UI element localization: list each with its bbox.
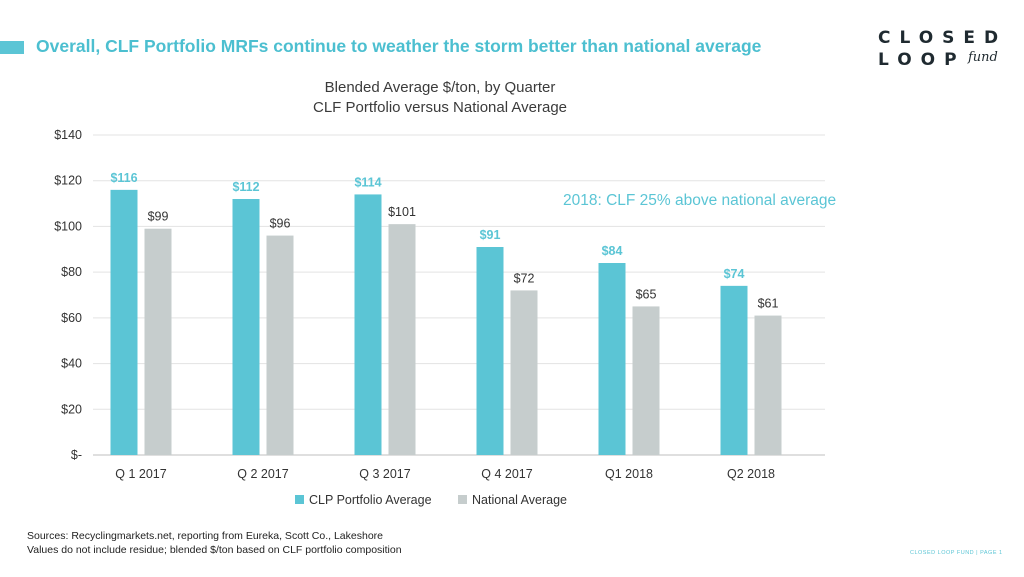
clp-data-label: $91 bbox=[480, 228, 501, 242]
y-tick-label: $140 bbox=[54, 128, 82, 142]
x-tick-label: Q 4 2017 bbox=[481, 467, 532, 481]
page-footer: CLOSED LOOP FUND | PAGE 1 bbox=[910, 550, 1003, 556]
national-bar bbox=[266, 235, 294, 455]
legend-swatch-clp bbox=[295, 495, 304, 504]
clp-data-label: $112 bbox=[232, 180, 259, 194]
logo-fund-text: fund bbox=[968, 50, 998, 65]
x-tick-label: Q 1 2017 bbox=[115, 467, 166, 481]
clp-data-label: $114 bbox=[354, 175, 381, 189]
national-bar bbox=[754, 315, 782, 455]
national-data-label: $65 bbox=[636, 287, 657, 301]
clp-bar bbox=[232, 199, 260, 455]
footnote-sources: Sources: Recyclingmarkets.net, reporting… bbox=[27, 530, 383, 542]
clp-data-label: $84 bbox=[602, 244, 623, 258]
y-tick-label: $80 bbox=[61, 265, 82, 279]
logo-row-1: CLOSED bbox=[878, 28, 1008, 48]
legend-label-national: National Average bbox=[472, 493, 567, 507]
accent-bar bbox=[0, 41, 24, 54]
clp-bar bbox=[720, 285, 748, 455]
y-tick-label: $- bbox=[71, 448, 82, 462]
legend-label-clp: CLP Portfolio Average bbox=[309, 493, 432, 507]
national-data-label: $72 bbox=[514, 271, 535, 285]
clp-data-label: $116 bbox=[110, 171, 137, 185]
national-bar bbox=[144, 228, 172, 455]
clp-bar bbox=[110, 189, 138, 455]
y-tick-label: $120 bbox=[54, 174, 82, 188]
clp-bar bbox=[598, 263, 626, 455]
clp-data-label: $74 bbox=[724, 267, 745, 281]
x-tick-label: Q1 2018 bbox=[605, 467, 653, 481]
national-bar bbox=[632, 306, 660, 455]
national-data-label: $101 bbox=[388, 205, 416, 219]
chart-title: Blended Average $/ton, by Quarter bbox=[324, 79, 556, 96]
y-tick-label: $60 bbox=[61, 311, 82, 325]
y-tick-label: $20 bbox=[61, 402, 82, 416]
logo-row-2: LOOP bbox=[878, 50, 966, 70]
y-tick-label: $40 bbox=[61, 357, 82, 371]
bar-chart: $- $20 $40 $60 $80 $100 $120 $140 $116 $99 Q 1 201… bbox=[54, 128, 836, 507]
page-headline: Overall, CLF Portfolio MRFs continue to … bbox=[36, 36, 762, 56]
national-data-label: $61 bbox=[758, 297, 779, 311]
clp-bar bbox=[476, 247, 504, 455]
footnote-values: Values do not include residue; blended $… bbox=[27, 544, 402, 556]
national-data-label: $96 bbox=[270, 217, 291, 231]
x-tick-label: Q2 2018 bbox=[727, 467, 775, 481]
legend-swatch-national bbox=[458, 495, 467, 504]
national-data-label: $99 bbox=[148, 210, 169, 224]
closed-loop-fund-logo: CLOSED LOOP fund bbox=[878, 28, 1010, 72]
chart-subtitle: CLF Portfolio versus National Average bbox=[312, 99, 568, 116]
clp-bar bbox=[354, 194, 382, 455]
x-tick-label: Q 3 2017 bbox=[359, 467, 410, 481]
y-tick-label: $100 bbox=[54, 219, 82, 233]
chart-annotation: 2018: CLF 25% above national average bbox=[563, 192, 836, 209]
x-tick-label: Q 2 2017 bbox=[237, 467, 288, 481]
national-bar bbox=[510, 290, 538, 455]
national-bar bbox=[388, 224, 416, 455]
